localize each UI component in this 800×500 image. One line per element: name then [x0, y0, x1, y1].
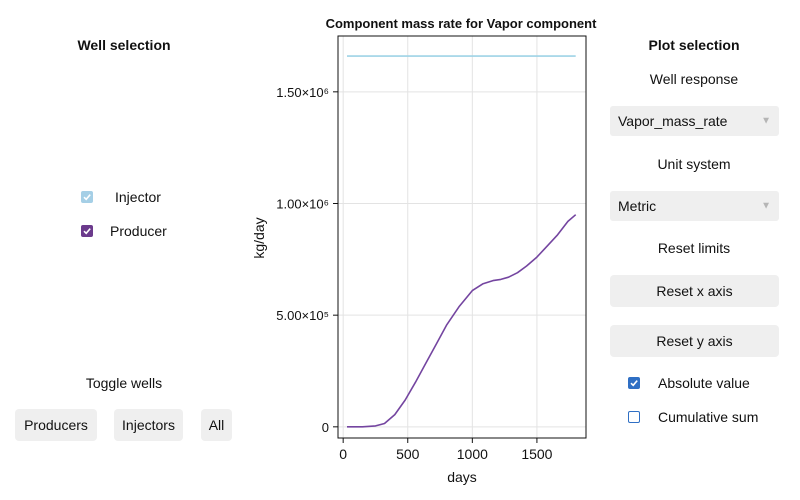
- chart-grid: [338, 36, 586, 438]
- y-tick-label: 1.00×10⁶: [276, 197, 329, 212]
- check-icon: [82, 226, 92, 236]
- unit-system-dropdown[interactable]: Metric ▼: [610, 191, 779, 221]
- toggle-wells-label: Toggle wells: [44, 375, 204, 391]
- well-response-dropdown[interactable]: Vapor_mass_rate ▼: [610, 106, 779, 136]
- x-tick-label: 0: [339, 446, 347, 462]
- chevron-down-icon: ▼: [761, 201, 771, 212]
- chevron-down-icon: ▼: [761, 116, 771, 127]
- reset-limits-label: Reset limits: [614, 240, 774, 256]
- chart-series: [347, 56, 576, 427]
- well-response-label: Well response: [614, 71, 774, 87]
- all-button[interactable]: All: [201, 409, 232, 441]
- plot-selection-title: Plot selection: [614, 37, 774, 53]
- chart-ticks: 0 500 1000 1500 0 5.00×10⁵ 1.00×10⁶ 1.50×10⁶: [276, 85, 552, 462]
- chart-title: Component mass rate for Vapor component: [326, 16, 598, 31]
- producers-button[interactable]: Producers: [15, 409, 97, 441]
- unit-system-value: Metric: [618, 198, 656, 214]
- check-icon: [82, 192, 92, 202]
- absolute-value-label: Absolute value: [658, 375, 750, 391]
- y-axis-label: kg/day: [251, 217, 267, 258]
- y-tick-label: 0: [322, 420, 329, 435]
- reset-y-axis-button[interactable]: Reset y axis: [610, 325, 779, 357]
- series-line-producer: [347, 215, 576, 427]
- well-response-value: Vapor_mass_rate: [618, 113, 727, 129]
- x-tick-label: 500: [396, 446, 420, 462]
- well-label-producer: Producer: [110, 223, 167, 239]
- reset-x-axis-button[interactable]: Reset x axis: [610, 275, 779, 307]
- checkbox-producer[interactable]: [81, 225, 93, 237]
- well-label-injector: Injector: [115, 189, 161, 205]
- well-selection-title: Well selection: [44, 37, 204, 53]
- checkbox-cumulative-sum[interactable]: [628, 411, 640, 423]
- injectors-button[interactable]: Injectors: [114, 409, 183, 441]
- y-tick-label: 1.50×10⁶: [276, 85, 329, 100]
- cumulative-sum-label: Cumulative sum: [658, 409, 758, 425]
- unit-system-label: Unit system: [614, 156, 774, 172]
- plot-frame: [338, 36, 586, 438]
- check-icon: [629, 378, 639, 388]
- x-tick-label: 1000: [457, 446, 488, 462]
- checkbox-injector[interactable]: [81, 191, 93, 203]
- x-tick-label: 1500: [521, 446, 552, 462]
- x-axis-label: days: [447, 469, 477, 485]
- y-tick-label: 5.00×10⁵: [276, 308, 329, 323]
- checkbox-absolute-value[interactable]: [628, 377, 640, 389]
